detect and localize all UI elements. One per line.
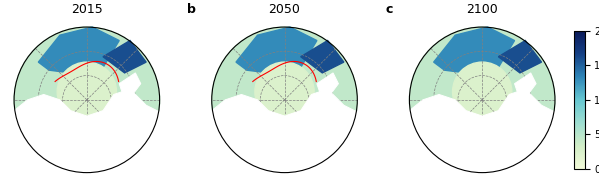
Polygon shape xyxy=(17,127,60,165)
Polygon shape xyxy=(301,41,344,73)
Circle shape xyxy=(58,62,117,121)
Polygon shape xyxy=(236,27,317,73)
Polygon shape xyxy=(119,73,141,94)
Polygon shape xyxy=(204,89,365,181)
Text: 2015: 2015 xyxy=(71,3,103,16)
Text: 2100: 2100 xyxy=(466,3,498,16)
Polygon shape xyxy=(434,27,515,73)
Polygon shape xyxy=(317,73,338,94)
Polygon shape xyxy=(268,138,301,173)
Polygon shape xyxy=(498,41,541,73)
Text: 2050: 2050 xyxy=(268,3,301,16)
Polygon shape xyxy=(103,41,146,73)
Circle shape xyxy=(453,62,512,121)
Polygon shape xyxy=(515,73,536,94)
Circle shape xyxy=(212,27,358,173)
Polygon shape xyxy=(6,89,168,181)
Polygon shape xyxy=(71,138,103,173)
Polygon shape xyxy=(38,27,119,73)
Polygon shape xyxy=(214,127,258,165)
Text: b: b xyxy=(187,3,196,16)
Circle shape xyxy=(410,27,555,173)
Polygon shape xyxy=(466,138,498,173)
Circle shape xyxy=(255,62,314,121)
Polygon shape xyxy=(401,89,563,181)
Polygon shape xyxy=(412,127,455,165)
Circle shape xyxy=(14,27,160,173)
Text: c: c xyxy=(386,3,394,16)
